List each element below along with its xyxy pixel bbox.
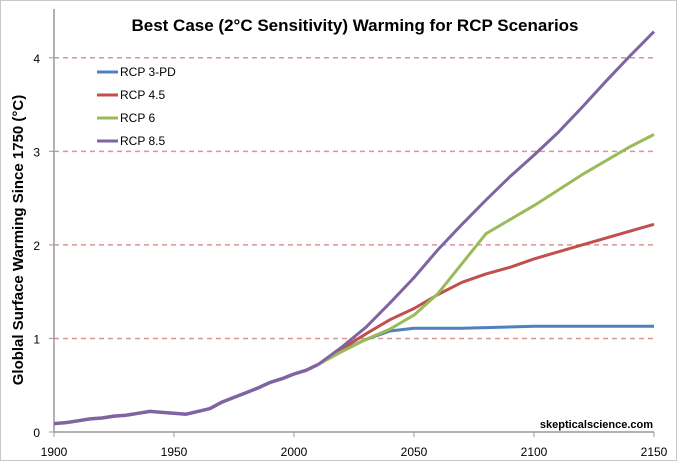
y-axis-label: Globlal Surface Warming Since 1750 (°C) (10, 95, 27, 386)
watermark: skepticalscience.com (540, 419, 653, 431)
series-line-rcp-8-5 (317, 30, 656, 366)
x-tick-label: 2050 (401, 445, 428, 459)
series-line-rcp-6 (317, 133, 655, 366)
series-line-rcp-4-5 (317, 222, 655, 366)
x-tick-label: 1900 (41, 445, 68, 459)
legend-label: RCP 6 (120, 111, 155, 125)
legend-label: RCP 8.5 (120, 134, 165, 148)
x-tick-label: 1950 (161, 445, 188, 459)
y-tick-label: 0 (33, 426, 40, 440)
y-tick-label: 1 (33, 332, 40, 346)
y-tick-label: 4 (33, 52, 40, 66)
x-tick-label: 2100 (521, 445, 548, 459)
historical-line (53, 363, 319, 426)
y-tick-label: 3 (33, 145, 40, 159)
x-tick-label: 2000 (281, 445, 308, 459)
y-tick-label: 2 (33, 239, 40, 253)
x-tick-label: 2150 (641, 445, 668, 459)
chart-title: Best Case (2°C Sensitivity) Warming for … (131, 16, 578, 35)
legend-label: RCP 3-PD (120, 65, 176, 79)
legend-label: RCP 4.5 (120, 88, 165, 102)
